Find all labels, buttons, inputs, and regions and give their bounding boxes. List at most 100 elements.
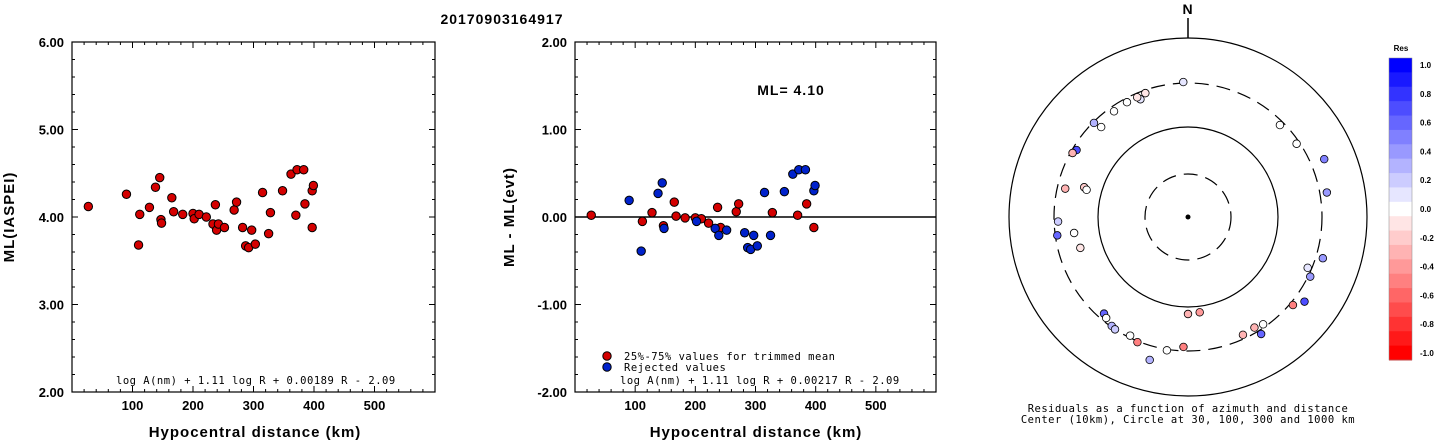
- x-tick-label: 400: [303, 398, 325, 413]
- station-residual: [1195, 308, 1204, 317]
- ring-outer: [1008, 37, 1368, 397]
- data-point: [714, 230, 724, 241]
- data-point: [767, 207, 778, 218]
- figure-title: 20170903164917: [440, 11, 563, 27]
- station-residual: [1250, 323, 1259, 332]
- ring-dashed-outer: [1053, 82, 1323, 352]
- panel-residual-vs-distance: ML= 4.10 25%-75% values for trimmed mean…: [501, 35, 937, 441]
- colorbar-cell: [1389, 72, 1412, 88]
- station-residual: [1110, 325, 1120, 334]
- data-point: [809, 222, 819, 233]
- colorbar-cell: [1389, 86, 1412, 102]
- x-tick-label: 400: [805, 398, 827, 413]
- data-point: [156, 218, 167, 228]
- data-point: [779, 186, 790, 197]
- data-point: [250, 239, 261, 249]
- colorbar-cell: [1389, 115, 1412, 131]
- data-point: [277, 186, 288, 196]
- colorbar-tick-label: -0.2: [1420, 234, 1434, 243]
- data-point: [721, 225, 732, 235]
- data-point: [636, 246, 646, 256]
- data-point: [733, 199, 744, 209]
- legend-entry-rejected: Rejected values: [624, 362, 726, 374]
- station-residual: [1288, 300, 1298, 310]
- y-tick-label: 2.00: [542, 35, 567, 50]
- station-residual: [1125, 331, 1135, 340]
- y-tick-label: -2.00: [537, 385, 567, 400]
- x-tick-label: 100: [624, 398, 646, 413]
- data-point: [210, 200, 221, 210]
- station-residual: [1061, 184, 1070, 193]
- data-point: [167, 193, 177, 203]
- data-point: [671, 211, 681, 221]
- station-residual: [1068, 148, 1077, 158]
- data-point: [748, 230, 759, 241]
- center-dot: [1185, 214, 1191, 220]
- colorbar-cell: [1389, 244, 1412, 260]
- colorbar-cell: [1389, 316, 1412, 332]
- data-point: [291, 210, 301, 220]
- data-point: [659, 223, 669, 234]
- data-point: [657, 178, 667, 188]
- station-residual: [1133, 93, 1142, 102]
- station-residual: [1141, 88, 1150, 98]
- station-residual: [1122, 98, 1132, 107]
- data-point: [300, 199, 310, 209]
- x-tick-label: 200: [684, 398, 706, 413]
- ring-inner: [1097, 126, 1279, 308]
- colorbar-cell: [1389, 230, 1412, 246]
- data-point: [246, 225, 257, 235]
- data-point: [653, 188, 663, 199]
- data-point: [800, 165, 811, 175]
- station-residual: [1133, 337, 1142, 347]
- station-residual: [1101, 313, 1111, 323]
- colorbar-tick-label: 1.0: [1420, 61, 1432, 70]
- x-tick-label: 200: [182, 398, 204, 413]
- x-axis-label: Hypocentral distance (km): [650, 424, 863, 441]
- station-residual: [1320, 154, 1329, 164]
- station-residual: [1300, 297, 1309, 306]
- colorbar-cell: [1389, 101, 1412, 117]
- data-point: [637, 216, 648, 227]
- colorbar-cell: [1389, 187, 1412, 203]
- station-residual: [1292, 139, 1301, 148]
- colorbar-tick-label: -0.6: [1420, 291, 1434, 300]
- data-point: [792, 210, 803, 220]
- colorbar-tick-label: 0.6: [1420, 119, 1432, 128]
- colorbar-cell: [1389, 58, 1412, 73]
- data-point: [731, 207, 741, 217]
- data-point: [201, 212, 212, 222]
- y-tick-label: 0.00: [542, 210, 567, 225]
- formula-text: log A(nm) + 1.11 log R + 0.00217 R - 2.0…: [620, 375, 900, 387]
- station-residual: [1322, 188, 1332, 197]
- x-tick-label: 100: [122, 398, 144, 413]
- y-axis-label: ML(IASPEI): [1, 172, 18, 263]
- colorbar-title: Res: [1394, 44, 1409, 53]
- legend-entry-trimmed: 25%-75% values for trimmed mean: [624, 351, 835, 363]
- data-point: [739, 228, 750, 238]
- data-point: [133, 240, 144, 250]
- y-axis-label: ML - ML(evt): [501, 167, 518, 267]
- colorbar-cell: [1389, 273, 1412, 289]
- station-residual: [1069, 228, 1079, 238]
- x-tick-label: 500: [865, 398, 887, 413]
- station-residual: [1053, 217, 1063, 226]
- station-residual: [1275, 120, 1285, 130]
- y-tick-label: 2.00: [39, 385, 64, 400]
- legend-marker-rejected: [602, 362, 612, 372]
- north-label: N: [1182, 1, 1193, 17]
- data-point: [168, 207, 179, 217]
- data-point: [237, 222, 248, 233]
- colorbar-tick-label: -0.8: [1420, 320, 1434, 329]
- x-tick-label: 300: [745, 398, 767, 413]
- panel-ml-vs-distance: log A(nm) + 1.11 log R + 0.00189 R - 2.0…: [1, 35, 436, 441]
- colorbar-cell: [1389, 302, 1412, 318]
- data-point: [121, 189, 132, 199]
- station-residual: [1306, 272, 1315, 281]
- panel-azimuth-residuals: N Residuals as a function of azimuth and…: [1008, 1, 1434, 426]
- data-point: [801, 199, 812, 209]
- station-residual: [1256, 329, 1266, 339]
- data-point: [647, 207, 657, 218]
- station-residual: [1145, 355, 1154, 365]
